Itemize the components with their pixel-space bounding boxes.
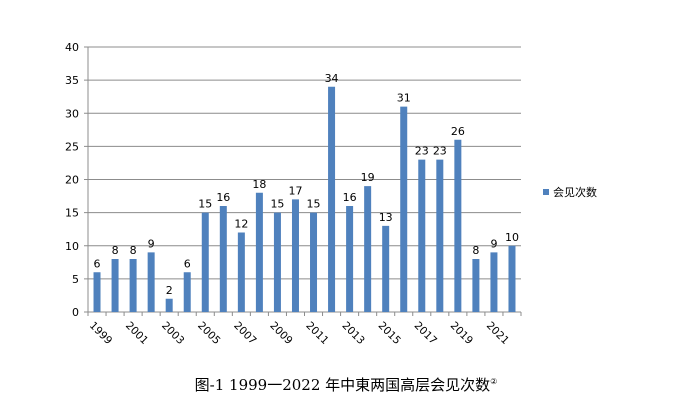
caption-text: 图-1 1999一2022 年中東两国高层会见次数 xyxy=(194,376,491,394)
x-tick-label: 2009 xyxy=(267,320,294,347)
x-tick-label: 2013 xyxy=(339,320,366,347)
data-label: 23 xyxy=(433,145,447,158)
data-label: 8 xyxy=(472,244,479,257)
data-label: 9 xyxy=(490,237,497,250)
y-tick-label: 10 xyxy=(65,240,79,253)
x-tick-label: 2011 xyxy=(303,320,330,347)
data-label: 31 xyxy=(397,92,411,105)
data-label: 15 xyxy=(307,198,321,211)
x-tick-label: 2003 xyxy=(159,320,186,347)
data-label: 12 xyxy=(234,218,248,231)
bar xyxy=(436,159,444,312)
data-label: 16 xyxy=(343,191,357,204)
y-tick-label: 35 xyxy=(65,74,79,87)
bar xyxy=(490,252,498,312)
bar xyxy=(346,206,354,312)
x-tick-label: 2007 xyxy=(231,320,258,347)
bar xyxy=(454,139,462,312)
data-label: 15 xyxy=(270,198,284,211)
bar xyxy=(219,206,227,312)
x-tick-label: 2001 xyxy=(123,320,150,347)
data-label: 6 xyxy=(184,257,191,270)
bar xyxy=(201,212,209,312)
data-label: 13 xyxy=(379,211,393,224)
data-label: 10 xyxy=(505,231,519,244)
y-tick-label: 40 xyxy=(65,41,79,54)
bar xyxy=(291,199,299,312)
data-label: 6 xyxy=(94,257,101,270)
bar xyxy=(310,212,318,312)
x-tick-label: 2005 xyxy=(195,320,222,347)
data-label: 19 xyxy=(361,171,375,184)
x-tick-label: 2015 xyxy=(376,320,403,347)
data-label: 15 xyxy=(198,198,212,211)
bar xyxy=(129,259,137,312)
y-tick-label: 25 xyxy=(65,140,79,153)
footnote-mark: ② xyxy=(490,377,498,386)
bar xyxy=(328,86,336,312)
bar xyxy=(183,272,191,312)
y-tick-label: 5 xyxy=(72,273,79,286)
data-label: 2 xyxy=(166,284,173,297)
x-tick-label: 1999 xyxy=(87,320,114,347)
data-label: 16 xyxy=(216,191,230,204)
bar xyxy=(273,212,281,312)
bar xyxy=(165,298,173,312)
data-label: 23 xyxy=(415,145,429,158)
bar xyxy=(111,259,119,312)
bar xyxy=(364,186,372,312)
data-label: 34 xyxy=(325,72,339,85)
bar xyxy=(508,245,516,312)
data-label: 26 xyxy=(451,125,465,138)
y-tick-label: 30 xyxy=(65,107,79,120)
bar xyxy=(418,159,426,312)
bar xyxy=(400,106,408,312)
x-tick-label: 2017 xyxy=(412,320,439,347)
y-tick-label: 15 xyxy=(65,207,79,220)
bar xyxy=(472,259,480,312)
data-label: 8 xyxy=(112,244,119,257)
x-tick-label: 2021 xyxy=(484,320,511,347)
data-label: 9 xyxy=(148,237,155,250)
x-tick-label: 2019 xyxy=(448,320,475,347)
y-tick-label: 20 xyxy=(65,174,79,187)
bar xyxy=(237,232,245,312)
data-label: 18 xyxy=(252,178,266,191)
bar xyxy=(93,272,101,312)
bar xyxy=(255,192,263,312)
data-label: 17 xyxy=(288,184,302,197)
bar xyxy=(147,252,155,312)
y-tick-label: 0 xyxy=(72,306,79,319)
legend-label: 会见次数 xyxy=(553,185,597,199)
legend-swatch xyxy=(543,189,549,195)
data-label: 8 xyxy=(130,244,137,257)
bar xyxy=(382,225,390,312)
figure-caption: 图-1 1999一2022 年中東两国高层会见次数② xyxy=(0,374,692,395)
